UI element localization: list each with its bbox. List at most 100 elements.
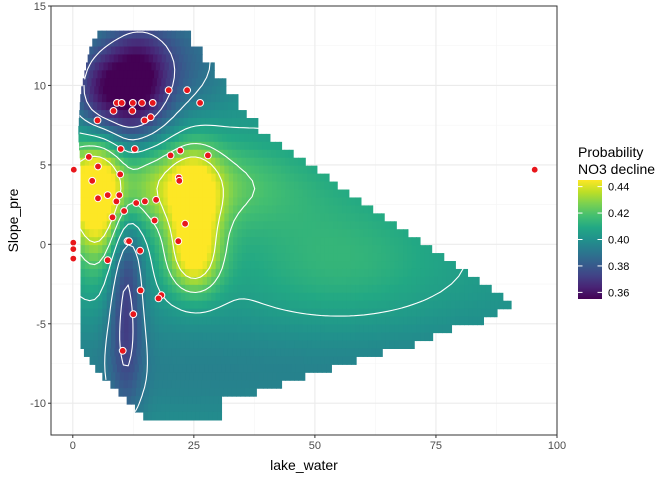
heatmap-cell (241, 372, 247, 381)
heatmap-cell (174, 404, 180, 413)
heatmap-cell (237, 197, 243, 206)
heatmap-cell (88, 94, 94, 103)
heatmap-cell (167, 276, 173, 286)
heatmap-cell (215, 308, 221, 318)
heatmap-cell (285, 261, 291, 270)
heatmap-cell (95, 78, 101, 87)
heatmap-band-15 (79, 149, 294, 159)
heatmap-cell (294, 261, 300, 270)
heatmap-cell (224, 173, 230, 183)
heatmap-cell (198, 292, 204, 302)
heatmap-cell (324, 205, 330, 214)
heatmap-cell (481, 308, 487, 318)
heatmap-cell (119, 237, 125, 246)
heatmap-cell (189, 253, 195, 262)
heatmap-cell (281, 356, 287, 365)
heatmap-cell (161, 404, 167, 413)
heatmap-cell (89, 229, 95, 238)
heatmap-cell (150, 189, 156, 199)
heatmap-cell (259, 284, 265, 294)
heatmap-cell (104, 78, 110, 87)
heatmap-cell (250, 165, 256, 175)
heatmap-cell (459, 292, 465, 302)
heatmap-cell (284, 149, 290, 159)
heatmap-cell (272, 245, 278, 254)
heatmap-cell (281, 253, 286, 262)
heatmap-cell (132, 253, 138, 262)
heatmap-cell (355, 316, 361, 326)
heatmap-cell (222, 133, 228, 143)
heatmap-cell (239, 133, 245, 143)
heatmap-cell (132, 237, 138, 246)
heatmap-cell (359, 300, 365, 310)
heatmap-cell (132, 213, 138, 222)
heatmap-cell (205, 110, 211, 119)
heatmap-cell (189, 245, 195, 254)
heatmap-cell (302, 157, 306, 167)
heatmap-cell (289, 189, 295, 199)
heatmap-cell (137, 340, 143, 349)
heatmap-cell (154, 284, 160, 294)
heatmap-cell (217, 125, 223, 135)
heatmap-cell (124, 372, 130, 381)
heatmap-cell (196, 54, 202, 63)
heatmap-cell (102, 245, 108, 254)
heatmap-cell (307, 276, 313, 286)
heatmap-cell (237, 94, 239, 103)
heatmap-cell (315, 268, 321, 278)
heatmap-cell (389, 340, 395, 349)
heatmap-cell (198, 261, 204, 270)
heatmap-cell (333, 284, 339, 294)
heatmap-cell (102, 197, 108, 206)
heatmap-cell (311, 245, 317, 254)
heatmap-cell (324, 221, 330, 230)
heatmap-cell (403, 237, 408, 246)
heatmap-cell (105, 348, 111, 357)
heatmap-cell (218, 396, 223, 405)
heatmap-cell (250, 332, 256, 342)
heatmap-cell (184, 380, 190, 389)
heatmap-cell (320, 173, 326, 183)
heatmap-cell (394, 229, 400, 238)
heatmap-cell (169, 125, 175, 135)
heatmap-cell (149, 94, 155, 103)
heatmap-cell (89, 308, 95, 318)
heatmap-cell (158, 189, 164, 199)
heatmap-cell (268, 356, 274, 365)
heatmap-cell (276, 356, 282, 365)
heatmap-cell (184, 149, 190, 159)
heatmap-band-46 (126, 396, 223, 405)
x-tick-label: 50 (309, 440, 321, 452)
heatmap-cell (97, 300, 103, 310)
heatmap-cell (99, 62, 105, 71)
heatmap-cell (140, 30, 146, 40)
heatmap-cell (193, 70, 199, 79)
heatmap-cell (92, 38, 98, 48)
heatmap-cell (246, 308, 252, 318)
heatmap-cell (289, 332, 295, 342)
heatmap-cell (319, 348, 325, 357)
heatmap-cell (346, 340, 352, 349)
heatmap-cell (246, 205, 252, 214)
heatmap-cell (328, 284, 334, 294)
heatmap-cell (137, 276, 143, 286)
heatmap-cell (200, 78, 206, 87)
heatmap-cell (171, 102, 177, 111)
heatmap-cell (398, 253, 404, 262)
heatmap-cell (124, 292, 130, 302)
heatmap-cell (381, 268, 387, 278)
heatmap-cell (211, 316, 217, 326)
heatmap-cell (272, 356, 278, 365)
heatmap-cell (106, 276, 112, 286)
heatmap-cell (89, 181, 95, 191)
heatmap-cell (359, 276, 365, 286)
heatmap-cell (330, 364, 332, 373)
heatmap-cell (97, 237, 103, 246)
heatmap-cell (136, 380, 142, 389)
heatmap-cell (202, 276, 208, 286)
heatmap-cell (192, 54, 198, 63)
heatmap-cell (244, 110, 247, 119)
heatmap-cell (128, 197, 134, 206)
heatmap-cell (124, 316, 130, 326)
heatmap-cell (281, 332, 286, 342)
